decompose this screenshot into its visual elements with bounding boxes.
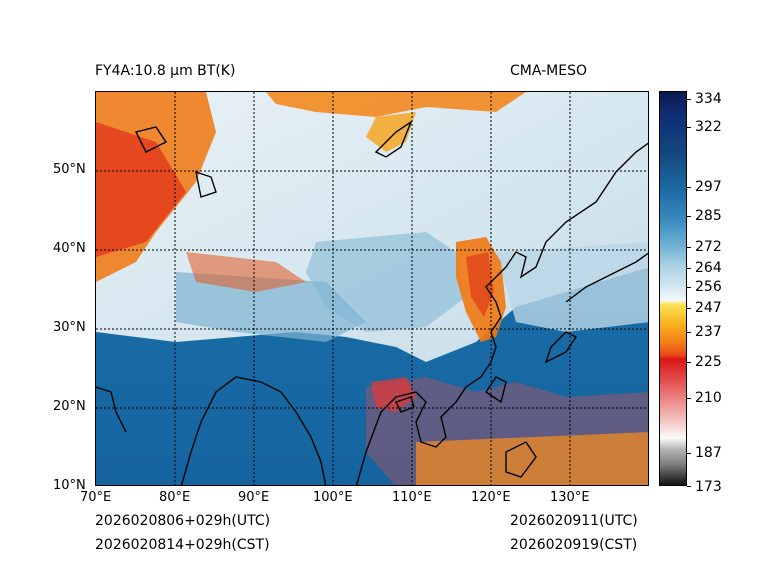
cb-tick-256 [687,287,691,288]
lat-label-10: 10°N [53,478,86,493]
lon-label-120: 120°E [471,490,511,505]
cb-tick-247 [687,308,691,309]
cb-tick-264 [687,268,691,269]
init-time-utc: 2026020806+029h(UTC) [95,513,271,529]
lat-label-50: 50°N [53,162,86,177]
cb-tick-225 [687,362,691,363]
valid-time-cst: 2026020919(CST) [510,537,638,553]
cb-label-256: 256 [695,279,722,295]
cb-tick-237 [687,332,691,333]
valid-time-utc: 2026020911(UTC) [510,513,638,529]
cb-tick-285 [687,216,691,217]
cb-label-173: 173 [695,479,722,495]
temperature-colorbar [659,91,687,486]
cb-label-237: 237 [695,324,722,340]
cold-cloud-tibet-red [186,252,306,292]
cb-label-264: 264 [695,260,722,276]
cb-label-322: 322 [695,119,722,135]
cb-label-210: 210 [695,390,722,406]
cb-label-334: 334 [695,91,722,107]
cold-cloud-east-china-inner [466,252,494,317]
map-canvas [96,92,648,485]
lon-label-80: 80°E [159,490,191,505]
cold-cloud-west-red [96,122,186,257]
sea-cloud-field [496,242,648,332]
lon-label-110: 110°E [392,490,432,505]
model-name: CMA-MESO [510,63,588,79]
lon-label-100: 100°E [313,490,353,505]
cold-cloud-north [266,92,526,117]
satellite-map [95,91,649,486]
cb-tick-297 [687,187,691,188]
cb-label-187: 187 [695,445,722,461]
cold-cloud-philippines [416,432,648,485]
cb-tick-187 [687,453,691,454]
init-time-cst: 2026020814+029h(CST) [95,537,270,553]
cb-tick-322 [687,127,691,128]
map-title: FY4A:10.8 µm BT(K) [95,63,236,79]
lon-label-70: 70°E [80,490,112,505]
lon-label-130: 130°E [550,490,590,505]
lat-label-20: 20°N [53,399,86,414]
cb-label-272: 272 [695,239,722,255]
coastlines [96,120,648,485]
lon-label-90: 90°E [238,490,270,505]
cb-label-247: 247 [695,300,722,316]
cb-label-285: 285 [695,208,722,224]
cb-label-225: 225 [695,354,722,370]
cold-cloud-indochina [371,377,416,412]
cb-tick-173 [687,486,691,487]
cb-tick-210 [687,398,691,399]
lat-label-30: 30°N [53,320,86,335]
lat-label-40: 40°N [53,241,86,256]
cb-tick-334 [687,99,691,100]
cb-tick-272 [687,247,691,248]
tibet-cloud-field [176,272,366,342]
graticule [96,92,648,485]
cb-label-297: 297 [695,179,722,195]
